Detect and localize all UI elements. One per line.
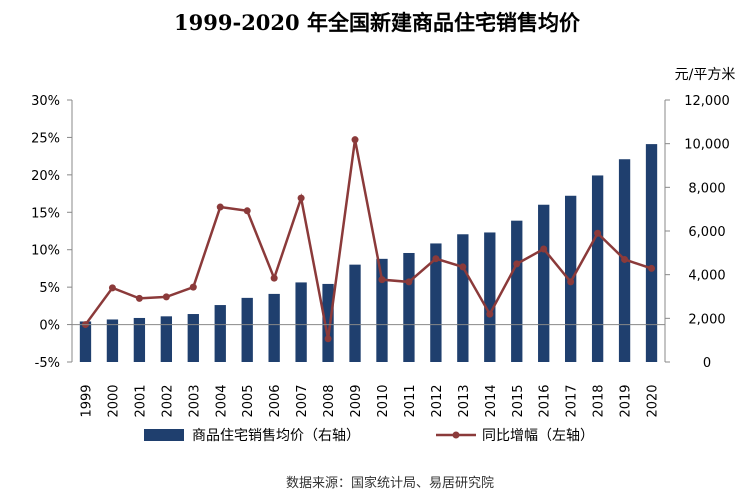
x-axis: 1999 2000 2001 2002 2003 2004 2005 2006 2007 2008…: [72, 324, 665, 418]
bar-2003: [187, 314, 199, 362]
growth-point-2016: [540, 245, 548, 253]
chart-title: 1999-2020 年全国新建商品住宅销售均价: [174, 10, 581, 35]
right-axis-tick-label: 0: [703, 356, 711, 371]
growth-point-2001: [135, 294, 143, 302]
right-axis-tick-label: 12,000: [684, 94, 730, 109]
legend-bar-label: 商品住宅销售均价（右轴）: [192, 428, 360, 444]
growth-point-2002: [162, 293, 170, 301]
x-tick-label: 2008: [322, 384, 337, 417]
left-axis-tick-label: 20%: [31, 169, 60, 184]
legend-line-label: 同比增幅（左轴）: [482, 428, 594, 444]
legend: 商品住宅销售均价（右轴） 同比增幅（左轴）: [144, 428, 594, 444]
growth-point-2017: [567, 278, 575, 286]
x-tick-label: 2017: [565, 384, 580, 417]
right-axis-tick-label: 10,000: [684, 138, 730, 153]
bar-2015: [511, 220, 523, 362]
bar-2013: [457, 234, 469, 362]
x-tick-label: 2012: [430, 384, 445, 417]
x-tick-label: 2000: [106, 384, 121, 417]
x-tick-label: 1999: [79, 384, 94, 417]
x-tick-label: 2002: [160, 384, 175, 417]
legend-line-marker: [452, 431, 460, 439]
left-axis-tick-label: 5%: [39, 281, 60, 296]
growth-point-2012: [432, 255, 440, 263]
bar-2008: [322, 283, 334, 362]
right-axis-tick-label: 8,000: [688, 181, 725, 196]
x-tick-label: 2016: [538, 384, 553, 417]
x-tick-label: 2004: [214, 384, 229, 417]
growth-point-2003: [189, 283, 197, 291]
x-tick-label: 2009: [349, 384, 364, 417]
bar-2004: [214, 305, 226, 362]
bar-1999: [79, 321, 92, 362]
growth-point-2007: [297, 194, 305, 202]
left-axis-tick-label: 0%: [39, 319, 60, 334]
bar-2000: [106, 319, 119, 362]
x-tick-label: 2019: [619, 384, 634, 417]
growth-point-2013: [459, 263, 467, 271]
left-axis-tick-label: 30%: [31, 94, 60, 109]
growth-point-2018: [594, 229, 602, 237]
legend-bar-swatch: [144, 429, 184, 441]
x-tick-label: 2020: [646, 384, 661, 417]
x-tick-label: 2005: [241, 384, 256, 417]
x-tick-label: 2014: [484, 384, 499, 417]
growth-point-2006: [270, 274, 278, 282]
right-axis-tick-label: 4,000: [688, 269, 725, 284]
bar-2007: [295, 282, 307, 362]
bar-2011: [403, 252, 415, 362]
bar-2002: [160, 316, 173, 362]
bar-2006: [268, 293, 280, 362]
growth-point-2010: [378, 276, 386, 284]
growth-point-2005: [243, 207, 251, 215]
bar-2012: [430, 243, 442, 362]
growth-line: [84, 139, 652, 340]
x-tick-label: 2001: [133, 384, 148, 417]
x-tick-label: 2018: [592, 384, 607, 417]
growth-point-2009: [351, 136, 359, 144]
growth-point-2000: [108, 284, 116, 292]
growth-point-2008: [324, 335, 332, 343]
data-source: 数据来源：国家统计局、易居研究院: [286, 475, 494, 491]
left-axis-tick-label: 25%: [31, 131, 60, 146]
bar-2020: [645, 144, 658, 362]
x-tick-label: 2007: [295, 384, 310, 417]
growth-point-2020: [648, 264, 656, 272]
growth-point-2014: [486, 310, 494, 318]
bar-2010: [376, 258, 388, 362]
growth-point-2019: [621, 255, 629, 263]
growth-point-2015: [513, 260, 521, 268]
right-axis-unit: 元/平方米: [675, 67, 736, 83]
bar-2005: [241, 297, 253, 362]
x-tick-label: 2015: [511, 384, 526, 417]
left-axis-tick-label: 15%: [31, 206, 60, 221]
bar-2016: [538, 204, 550, 362]
bar-2009: [349, 264, 361, 362]
left-axis-tick-label: -5%: [35, 356, 60, 371]
x-tick-label: 2003: [187, 384, 202, 417]
x-tick-label: 2011: [403, 384, 418, 417]
left-axis: -5% 0% 5% 10% 15% 20% 25% 30%: [31, 94, 73, 371]
line-series: [81, 136, 656, 343]
bar-2014: [484, 232, 496, 362]
growth-point-2004: [216, 203, 224, 211]
x-tick-label: 2010: [376, 384, 391, 417]
growth-point-2011: [405, 278, 413, 286]
right-axis-tick-label: 6,000: [688, 225, 725, 240]
left-axis-tick-label: 10%: [31, 244, 60, 259]
right-axis-tick-label: 2,000: [688, 312, 725, 327]
right-axis: 0 2,000 4,000 6,000 8,000 10,000 12,000: [664, 94, 730, 371]
bar-series: [79, 144, 658, 362]
bar-2001: [133, 317, 146, 362]
x-tick-label: 2006: [268, 384, 283, 417]
bar-2018: [591, 175, 604, 362]
x-tick-label: 2013: [457, 384, 472, 417]
